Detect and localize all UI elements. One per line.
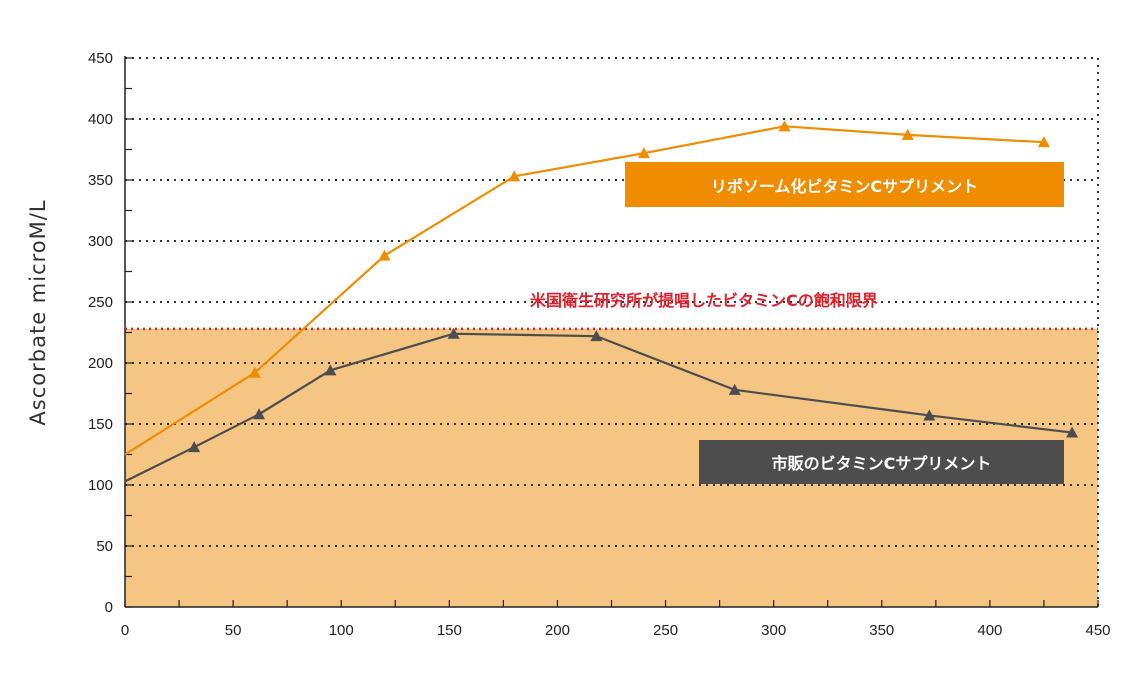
axes [124, 56, 1099, 608]
data-point [447, 327, 460, 339]
data-point [1066, 426, 1079, 438]
data-point [508, 170, 521, 182]
grid [125, 57, 1099, 607]
legend-commercial-vitamin-c: 市販のビタミンCサプリメント [699, 440, 1064, 484]
data-point [590, 330, 603, 342]
data-point [378, 249, 391, 261]
saturation-threshold-label: 米国衛生研究所が提唱したビタミンCの飽和限界 [530, 291, 878, 310]
y-tick-label: 50 [96, 538, 113, 555]
y-tick-label: 0 [105, 599, 113, 616]
x-tick-label: 250 [653, 622, 678, 639]
y-tick-label: 150 [88, 416, 113, 433]
x-tick-label: 50 [225, 622, 242, 639]
data-point [923, 409, 936, 421]
data-point [901, 128, 914, 140]
y-tick-label: 350 [88, 172, 113, 189]
data-point [1037, 136, 1050, 148]
y-axis-label: Ascorbate microM/L [26, 199, 50, 425]
x-tick-label: 150 [437, 622, 462, 639]
x-tick-label: 400 [977, 622, 1002, 639]
data-point [637, 147, 650, 159]
series-line [124, 125, 1045, 456]
y-tick-label: 200 [88, 355, 113, 372]
x-tick-label: 450 [1085, 622, 1110, 639]
data-point [248, 366, 261, 378]
legend-liposome-vitamin-c: リポソーム化ビタミンCサプリメント [625, 162, 1064, 207]
y-tick-label: 250 [88, 294, 113, 311]
y-tick-label: 450 [88, 50, 113, 67]
y-tick-label: 300 [88, 233, 113, 250]
x-tick-label: 200 [545, 622, 570, 639]
data-point [778, 120, 791, 132]
y-tick-label: 100 [88, 477, 113, 494]
x-tick-label: 100 [329, 622, 354, 639]
tick-labels: 0 50 100 150 200 250 300 350 400 450 0 50 100 150 200 2… [88, 50, 1111, 639]
series-1 [124, 120, 1050, 456]
x-tick-label: 300 [761, 622, 786, 639]
data-point [324, 364, 337, 376]
data-point [253, 408, 266, 420]
series-layer [124, 120, 1079, 483]
series-2 [124, 327, 1079, 483]
x-tick-label: 0 [121, 622, 129, 639]
y-tick-label: 400 [88, 111, 113, 128]
data-point [188, 441, 201, 453]
data-point [728, 383, 741, 395]
x-tick-label: 350 [869, 622, 894, 639]
